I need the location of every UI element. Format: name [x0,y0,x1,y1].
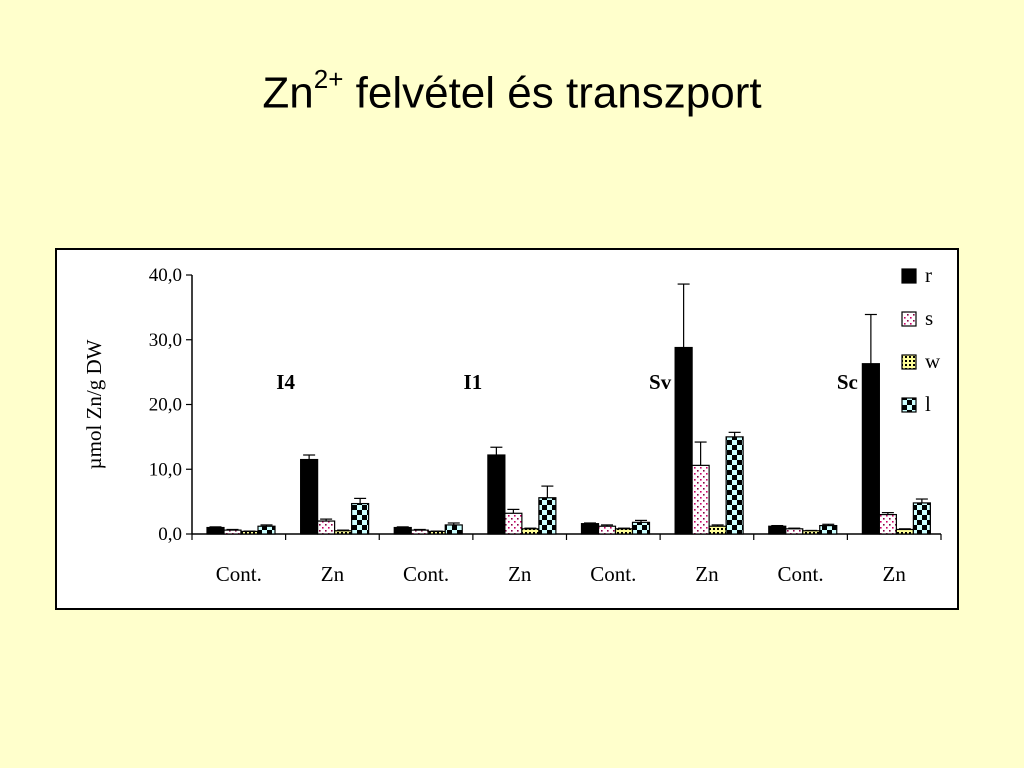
title-rest: felvétel és transzport [343,68,762,118]
bar-l [257,525,276,535]
bar-s [223,529,242,535]
legend-label: l [925,392,931,416]
y-tick-label: 40,0 [149,265,182,286]
bar-r [674,346,693,535]
x-tick-label: Zn [695,562,719,586]
bar-w [240,530,259,535]
group-label: Sc [837,370,858,394]
bar-s [317,520,336,535]
bar-s [597,525,617,535]
y-tick-label: 10,0 [149,459,182,480]
bar-l [819,524,838,535]
bar-w [614,528,634,535]
x-tick-label: Zn [508,562,532,586]
bar-l [351,502,370,535]
bar-l [725,436,744,535]
group-label: Sv [649,370,672,394]
x-tick-label: Cont. [590,562,636,586]
y-tick-label: 30,0 [149,330,182,351]
y-axis-label: µmol Zn/g DW [82,339,106,469]
bar-w [334,530,353,535]
group-label: I4 [276,370,295,394]
legend-swatch-r [901,268,917,284]
bar-chart: 0,0 10,0 20,0 30,0 40,0 Cont. Zn Cont. Zn Cont. Zn… [82,263,942,586]
bar-w [708,525,727,535]
bar-l [631,521,651,535]
x-tick-label: Zn [883,562,907,586]
legend-label: r [925,263,932,287]
legend-swatch-s [901,311,917,327]
bar-s [878,513,897,535]
bar-s [785,528,804,535]
bar-w [802,530,821,535]
bar-l [912,502,931,535]
bar-r [487,454,506,535]
bar-w [895,528,914,535]
group-label: I1 [464,370,483,394]
legend-label: s [925,306,933,330]
title-superscript: 2+ [313,64,344,94]
bar-w [521,528,540,535]
legend-swatch-w [901,354,917,370]
legend-label: w [925,349,941,373]
bar-s [691,464,710,535]
legend-swatch-l [901,397,917,413]
bar-r [206,526,225,535]
bar-l [444,524,463,535]
bar-r [300,458,319,535]
chart-frame: 0,0 10,0 20,0 30,0 40,0 Cont. Zn Cont. Zn Cont. Zn… [55,248,959,610]
bar-s [410,529,429,535]
bar-l [538,497,557,535]
bar-w [427,530,446,535]
y-tick-label: 20,0 [149,395,182,416]
slide-title: Zn2+ felvétel és transzport [0,64,1024,119]
x-tick-label: Cont. [403,562,449,586]
x-tick-label: Cont. [216,562,262,586]
bar-r [580,523,600,535]
y-tick-label: 0,0 [158,524,182,545]
x-tick-label: Zn [321,562,345,586]
bar-r [393,526,412,535]
bar-r [768,525,787,535]
bar-s [504,512,523,535]
title-main: Zn [262,68,314,118]
x-tick-label: Cont. [778,562,824,586]
bar-r [861,363,880,535]
